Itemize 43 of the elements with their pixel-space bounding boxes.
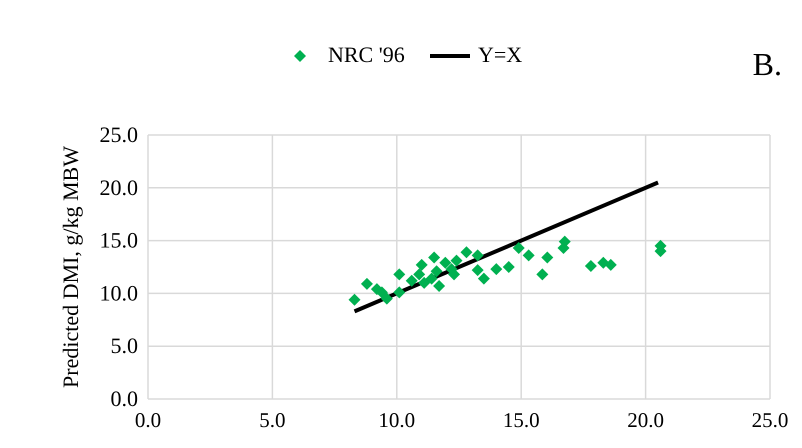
point bbox=[604, 258, 617, 271]
point bbox=[541, 251, 554, 264]
point bbox=[413, 268, 426, 280]
y-tick-label: 5.0 bbox=[110, 333, 138, 358]
point bbox=[360, 278, 373, 290]
point bbox=[536, 268, 548, 280]
point bbox=[490, 263, 502, 276]
legend-label: Y=X bbox=[478, 42, 522, 67]
point bbox=[430, 265, 443, 278]
y-tick-label: 0.0 bbox=[110, 386, 138, 411]
x-tick-label: 20.0 bbox=[627, 408, 664, 432]
x-tick-label: 10.0 bbox=[378, 408, 416, 432]
x-tick-label: 0.0 bbox=[134, 408, 162, 432]
point bbox=[512, 242, 525, 254]
point bbox=[472, 264, 484, 276]
point bbox=[584, 260, 597, 272]
point bbox=[406, 274, 418, 287]
text: B. bbox=[752, 46, 782, 82]
point bbox=[433, 280, 446, 292]
point bbox=[393, 286, 406, 298]
point bbox=[502, 261, 515, 273]
x-tick-label: 5.0 bbox=[259, 408, 286, 432]
point bbox=[472, 249, 484, 262]
x-tick-label: 15.0 bbox=[502, 408, 540, 432]
point bbox=[450, 254, 463, 267]
point bbox=[428, 251, 440, 264]
point bbox=[416, 258, 428, 271]
point bbox=[426, 272, 438, 285]
y-tick-label: 25.0 bbox=[100, 122, 138, 147]
point bbox=[393, 268, 406, 280]
point bbox=[418, 276, 430, 289]
y-tick-label: 20.0 bbox=[100, 174, 138, 200]
y-tick-label: 10.0 bbox=[100, 280, 138, 306]
point bbox=[522, 249, 535, 262]
legend-label: NRC '96 bbox=[328, 42, 405, 67]
x-tick-label: 25.0 bbox=[752, 408, 788, 432]
point bbox=[478, 272, 490, 285]
y-axis-title: Predicted DMI, g/kg MBW bbox=[58, 146, 83, 388]
point bbox=[460, 246, 472, 258]
y-tick-label: 15.0 bbox=[100, 228, 138, 253]
point bbox=[348, 294, 361, 306]
point bbox=[439, 256, 452, 269]
point bbox=[380, 292, 393, 305]
